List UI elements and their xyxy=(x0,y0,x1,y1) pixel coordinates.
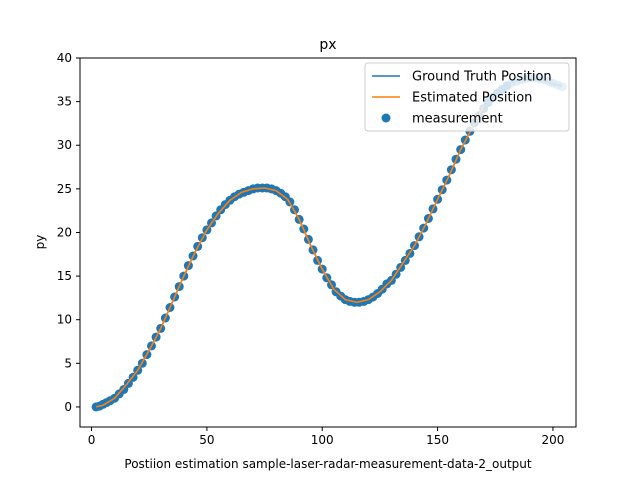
legend-entry: Ground Truth Position xyxy=(412,70,552,85)
x-tick-label: 100 xyxy=(311,433,334,447)
y-tick-label: 10 xyxy=(57,313,72,327)
x-axis-label: Postiion estimation sample-laser-radar-m… xyxy=(124,457,532,471)
measurement-point xyxy=(119,385,129,394)
y-tick-label: 35 xyxy=(57,95,72,109)
y-tick-label: 15 xyxy=(57,269,72,283)
legend-marker xyxy=(381,113,391,123)
x-tick-label: 50 xyxy=(199,433,214,447)
y-tick-label: 5 xyxy=(64,356,72,370)
x-axis: 0 50 100 150 200 xyxy=(88,427,564,447)
x-tick-label: 200 xyxy=(541,433,564,447)
legend-entry: measurement xyxy=(412,112,503,127)
legend: Ground Truth Position Estimated Position m… xyxy=(364,62,570,132)
estimated-position-line xyxy=(95,105,485,408)
chart-title: px xyxy=(319,37,336,53)
legend-entry: Estimated Position xyxy=(412,91,532,106)
axes-frame xyxy=(79,57,577,428)
y-axis: 0 5 10 15 20 25 30 35 40 xyxy=(57,51,80,414)
y-tick-label: 0 xyxy=(64,400,72,414)
y-tick-label: 25 xyxy=(57,182,72,196)
x-tick-label: 150 xyxy=(426,433,449,447)
y-tick-label: 40 xyxy=(57,51,72,65)
y-axis-label: py xyxy=(33,235,47,250)
x-tick-label: 0 xyxy=(88,433,96,447)
y-tick-label: 20 xyxy=(57,225,72,239)
y-tick-label: 30 xyxy=(57,138,72,152)
legend-box xyxy=(364,62,570,132)
